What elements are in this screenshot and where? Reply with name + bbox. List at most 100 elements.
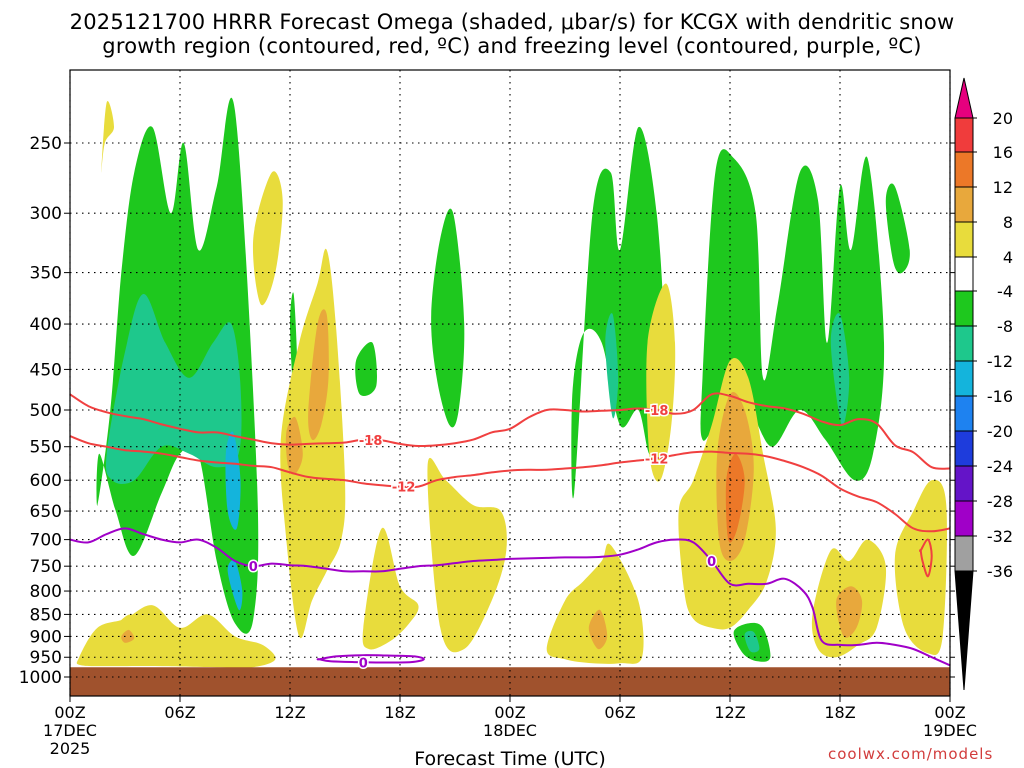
freezing-level-contour xyxy=(70,527,950,667)
y-tick-label-600: 600 xyxy=(30,471,62,491)
y-tick-label-650: 650 xyxy=(30,502,62,522)
x-tick-label-24-0: 00Z xyxy=(494,703,525,722)
dgz-minus18-label-1: -18 xyxy=(359,434,383,449)
omega-ascent-region-15 xyxy=(836,586,863,638)
x-tick-label-36-0: 12Z xyxy=(714,703,745,722)
dgz-minus18-label-2: -18 xyxy=(645,404,669,419)
x-tick-label-18-0: 18Z xyxy=(384,703,415,722)
y-tick-label-500: 500 xyxy=(30,401,62,421)
dgz-minus18-contour xyxy=(70,392,950,470)
omega-descent-region-9 xyxy=(355,342,377,397)
site-credit: coolwx.com/models xyxy=(828,745,994,763)
x-tick-label-0-1: 17DEC xyxy=(43,721,97,740)
y-tick-label-300: 300 xyxy=(30,204,62,224)
omega-ascent-region-4 xyxy=(308,309,329,441)
omega-ascent-region-18 xyxy=(121,629,135,643)
y-tick-label-550: 550 xyxy=(30,438,62,458)
x-axis-label: Forecast Time (UTC) xyxy=(414,748,605,768)
y-tick-label-450: 450 xyxy=(30,360,62,380)
dgz-minus12-label-1: -12 xyxy=(392,481,416,496)
x-tick-label-0-2: 2025 xyxy=(50,739,91,758)
x-tick-label-48-1: 19DEC xyxy=(923,721,977,740)
colorbar-swatch-8 xyxy=(954,360,974,397)
colorbar-swatch-6 xyxy=(954,290,974,327)
colorbar-label-11: -28 xyxy=(987,492,1013,511)
colorbar-label-4: 4 xyxy=(1003,248,1013,267)
colorbar-swatch-13 xyxy=(954,535,974,572)
freezing-level-label-1: 0 xyxy=(249,560,258,575)
colorbar-label-7: -12 xyxy=(987,352,1013,371)
freezing-loop-label: 0 xyxy=(359,656,368,671)
x-tick-label-42-0: 18Z xyxy=(824,703,855,722)
colorbar-label-10: -24 xyxy=(987,457,1013,476)
freezing-level-label-2: 0 xyxy=(707,555,716,570)
x-tick-label-0-0: 00Z xyxy=(54,703,85,722)
omega-ascent-region-2 xyxy=(252,171,283,306)
colorbar-swatch-10 xyxy=(954,430,974,467)
colorbar-label-9: -20 xyxy=(987,422,1013,441)
y-tick-label-800: 800 xyxy=(30,582,62,602)
omega-descent-region-0 xyxy=(96,97,259,634)
omega-ascent-region-1 xyxy=(101,101,115,174)
colorbar-swatch-7 xyxy=(954,325,974,362)
omega-ascent-region-7 xyxy=(427,457,507,653)
freezing-level-loop xyxy=(316,654,425,664)
dgz-minus12-label-2: -12 xyxy=(645,452,669,467)
omega-descent-region-10 xyxy=(431,208,465,428)
chart-title-line-2: growth region (contoured, red, ºC) and f… xyxy=(102,34,922,58)
y-tick-label-850: 850 xyxy=(30,605,62,625)
colorbar-swatch-3 xyxy=(954,186,974,223)
omega-ascent-region-10 xyxy=(646,283,676,482)
colorbar-swatch-11 xyxy=(954,465,974,502)
colorbar-label-0: 20 xyxy=(993,109,1013,128)
omega-shading-layer xyxy=(70,97,950,696)
pressure-axis: 2503003504004505005506006507007508008509… xyxy=(19,134,955,688)
y-tick-label-700: 700 xyxy=(30,531,62,551)
colorbar-label-12: -32 xyxy=(987,527,1013,546)
dgz-small-loop xyxy=(919,538,933,578)
colorbar-label-6: -8 xyxy=(997,317,1013,336)
terrain-ground xyxy=(70,667,950,696)
omega-descent-region-13 xyxy=(885,183,910,274)
y-tick-label-250: 250 xyxy=(30,134,62,154)
x-tick-label-48-0: 00Z xyxy=(934,703,965,722)
colorbar-label-1: 16 xyxy=(993,143,1013,162)
dgz-minus12-contour xyxy=(70,435,950,533)
colorbar-swatch-2 xyxy=(954,151,974,188)
x-tick-label-30-0: 06Z xyxy=(604,703,635,722)
x-tick-label-24-1: 18DEC xyxy=(483,721,537,740)
colorbar-swatch-4 xyxy=(954,221,974,258)
colorbar-label-8: -16 xyxy=(987,387,1013,406)
x-tick-label-12-0: 12Z xyxy=(274,703,305,722)
chart-title-line-1: 2025121700 HRRR Forecast Omega (shaded, … xyxy=(69,10,955,34)
omega-descent-region-1 xyxy=(105,293,242,484)
y-tick-label-400: 400 xyxy=(30,315,62,335)
colorbar-swatch-5 xyxy=(954,256,974,292)
omega-descent-region-3 xyxy=(227,560,243,611)
x-tick-label-6-0: 06Z xyxy=(164,703,195,722)
colorbar-swatch-9 xyxy=(954,395,974,432)
contour-layer: -18 -18 -12 -12 0 0 0 xyxy=(70,392,950,673)
omega-ascent-region-6 xyxy=(362,527,419,650)
omega-ascent-region-8 xyxy=(546,543,644,664)
y-tick-label-900: 900 xyxy=(30,627,62,647)
omega-ascent-region-9 xyxy=(588,609,608,650)
y-tick-label-350: 350 xyxy=(30,264,62,284)
colorbar: 20 16 12 8 4 -4 -8 -12 -16 -20 -24 -28 -32 -36 xyxy=(954,77,1013,691)
omega-descent-region-4 xyxy=(571,126,665,499)
omega-ascent-region-16 xyxy=(894,479,947,656)
y-tick-label-750: 750 xyxy=(30,557,62,577)
colorbar-swatch-12 xyxy=(954,500,974,537)
colorbar-label-3: 8 xyxy=(1003,213,1013,232)
y-tick-label-1000: 1000 xyxy=(19,668,62,688)
colorbar-label-5: -4 xyxy=(997,282,1013,301)
colorbar-label-13: -36 xyxy=(987,562,1013,581)
colorbar-label-2: 12 xyxy=(993,178,1013,197)
omega-descent-region-5 xyxy=(605,313,619,419)
colorbar-max-arrow xyxy=(954,77,974,119)
y-tick-label-950: 950 xyxy=(30,648,62,668)
colorbar-min-arrow xyxy=(954,570,974,691)
omega-descent-region-7 xyxy=(830,313,850,426)
